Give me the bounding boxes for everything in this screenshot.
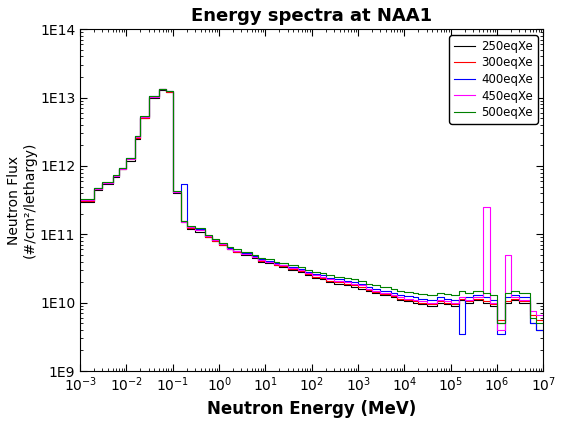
250eqXe xyxy=(533,327,540,332)
400eqXe xyxy=(401,294,408,299)
300eqXe xyxy=(494,318,501,323)
Line: 450eqXe: 450eqXe xyxy=(80,89,543,330)
450eqXe xyxy=(401,296,408,301)
300eqXe xyxy=(248,252,255,257)
500eqXe xyxy=(540,321,547,326)
Title: Energy spectra at NAA1: Energy spectra at NAA1 xyxy=(191,7,432,25)
400eqXe xyxy=(155,86,162,91)
250eqXe xyxy=(137,136,144,142)
300eqXe xyxy=(440,299,447,304)
400eqXe xyxy=(440,295,447,300)
250eqXe xyxy=(440,300,447,305)
450eqXe xyxy=(448,299,454,304)
450eqXe xyxy=(440,298,447,303)
250eqXe xyxy=(77,199,83,204)
500eqXe xyxy=(401,289,408,294)
Line: 400eqXe: 400eqXe xyxy=(80,89,543,334)
450eqXe xyxy=(540,313,547,318)
Line: 250eqXe: 250eqXe xyxy=(80,90,543,330)
Line: 300eqXe: 300eqXe xyxy=(80,89,543,320)
500eqXe xyxy=(448,291,454,296)
400eqXe xyxy=(248,251,255,256)
300eqXe xyxy=(448,300,454,305)
500eqXe xyxy=(184,218,190,224)
400eqXe xyxy=(455,332,462,337)
450eqXe xyxy=(184,219,190,224)
400eqXe xyxy=(540,327,547,332)
250eqXe xyxy=(155,87,162,92)
250eqXe xyxy=(401,299,408,304)
300eqXe xyxy=(155,87,162,92)
250eqXe xyxy=(184,220,190,225)
300eqXe xyxy=(401,298,408,303)
400eqXe xyxy=(77,197,83,202)
300eqXe xyxy=(184,219,190,224)
Y-axis label: Neutron Flux
(#/cm²/lethargy): Neutron Flux (#/cm²/lethargy) xyxy=(7,142,37,258)
Legend: 250eqXe, 300eqXe, 400eqXe, 450eqXe, 500eqXe: 250eqXe, 300eqXe, 400eqXe, 450eqXe, 500e… xyxy=(449,35,538,124)
500eqXe xyxy=(155,86,162,91)
400eqXe xyxy=(137,134,144,139)
250eqXe xyxy=(248,252,255,258)
Line: 500eqXe: 500eqXe xyxy=(80,89,543,323)
500eqXe xyxy=(440,290,447,295)
400eqXe xyxy=(448,296,454,301)
450eqXe xyxy=(248,251,255,256)
450eqXe xyxy=(494,327,501,332)
500eqXe xyxy=(137,133,144,139)
500eqXe xyxy=(248,249,255,255)
500eqXe xyxy=(77,196,83,201)
250eqXe xyxy=(540,327,547,332)
300eqXe xyxy=(137,135,144,140)
450eqXe xyxy=(137,134,144,139)
400eqXe xyxy=(184,181,190,186)
300eqXe xyxy=(540,318,547,323)
450eqXe xyxy=(155,87,162,92)
X-axis label: Neutron Energy (MeV): Neutron Energy (MeV) xyxy=(207,400,417,418)
300eqXe xyxy=(77,198,83,203)
500eqXe xyxy=(494,321,501,326)
250eqXe xyxy=(448,302,454,307)
450eqXe xyxy=(77,198,83,203)
